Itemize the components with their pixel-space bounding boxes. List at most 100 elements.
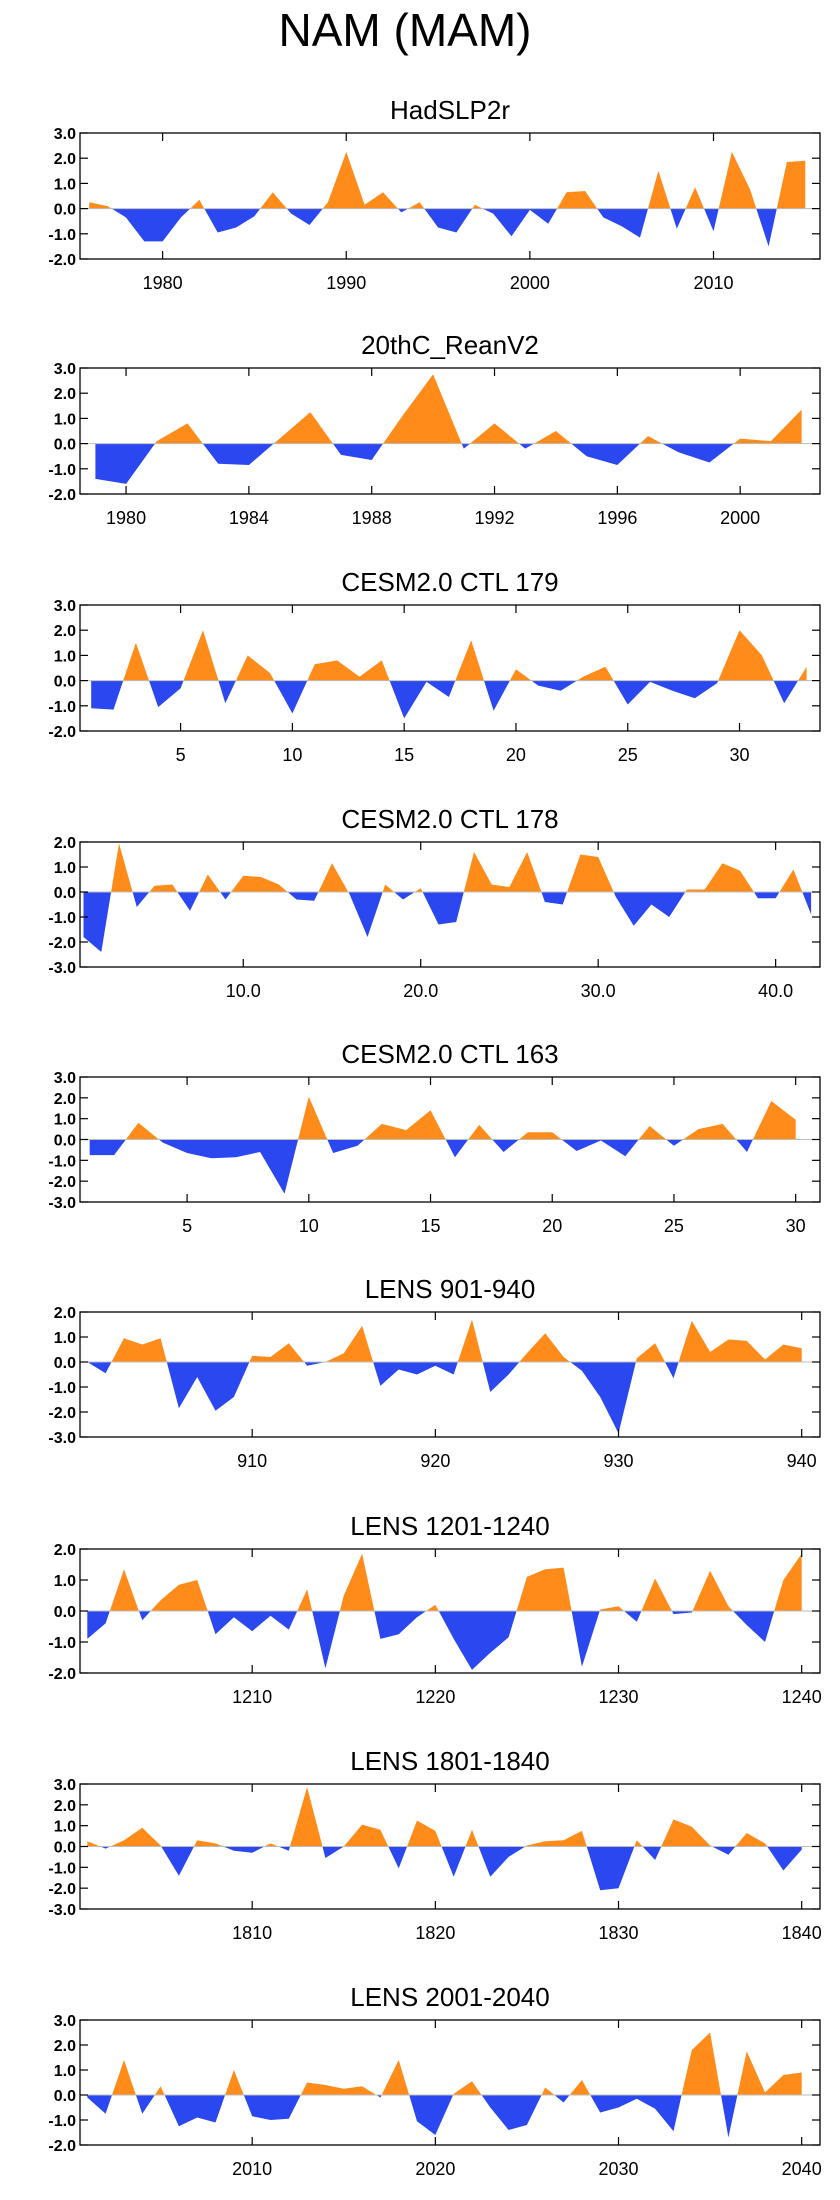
positive-area	[798, 666, 807, 681]
negative-area	[767, 1846, 802, 1871]
negative-area	[733, 1611, 775, 1642]
y-tick-label: -2.0	[48, 724, 76, 741]
x-tick-label: 1996	[597, 508, 637, 528]
negative-area	[394, 892, 415, 900]
negative-area	[802, 892, 812, 915]
negative-area	[332, 443, 384, 460]
negative-area	[100, 1846, 111, 1849]
x-tick-label: 1988	[352, 508, 392, 528]
positive-area	[779, 869, 803, 892]
x-tick-label: 930	[603, 1451, 633, 1471]
chart-panels: HadSLP2r 3.0 2.0 1.0 0.0 -1.0 -2.0 1980 1990 2000…	[48, 95, 821, 2179]
positive-area	[408, 202, 425, 209]
positive-area	[339, 1553, 375, 1611]
x-tick-label: 1210	[232, 1687, 272, 1707]
y-tick-label: -2.0	[48, 935, 76, 952]
positive-area	[718, 151, 757, 209]
positive-area	[681, 2032, 721, 2095]
chart-panel: 20thC_ReanV2 3.0 2.0 1.0 0.0 -1.0 -2.0 1980 1984…	[48, 330, 821, 528]
positive-area	[576, 666, 614, 681]
negative-area	[422, 892, 464, 925]
negative-area	[373, 1362, 458, 1386]
positive-area	[231, 875, 288, 892]
negative-area	[773, 680, 799, 704]
x-tick-label: 30	[730, 745, 750, 765]
negative-area	[278, 1846, 290, 1851]
negative-area	[87, 1362, 112, 1374]
y-tick-label: 2.0	[54, 1542, 76, 1559]
x-tick-label: 940	[787, 1451, 817, 1471]
positive-area	[470, 423, 520, 444]
negative-area	[89, 1139, 126, 1156]
y-tick-label: 3.0	[54, 2013, 76, 2030]
plot-frame	[79, 1076, 821, 1203]
positive-area	[634, 1840, 643, 1847]
positive-area	[414, 888, 423, 892]
negative-area	[207, 1611, 298, 1635]
positive-area	[149, 884, 178, 892]
positive-area	[648, 170, 671, 209]
positive-area	[325, 1325, 374, 1362]
negative-area	[438, 1611, 517, 1670]
chart-panel: LENS 2001-2040 3.0 2.0 1.0 0.0 -1.0 -2.0 2010 20…	[48, 1982, 821, 2179]
y-tick-label: -1.0	[48, 1860, 76, 1877]
y-tick-label: -3.0	[48, 960, 76, 977]
positive-area	[111, 1338, 167, 1362]
positive-area	[541, 2087, 555, 2095]
negative-area	[642, 1846, 662, 1860]
positive-area	[640, 436, 663, 444]
negative-area	[519, 443, 534, 449]
positive-area	[183, 630, 219, 681]
positive-area	[692, 1570, 733, 1611]
positive-area	[641, 1578, 672, 1611]
x-tick-label: 25	[618, 745, 638, 765]
y-tick-label: -1.0	[48, 227, 76, 244]
positive-area	[519, 1333, 571, 1362]
x-tick-label: 30.0	[581, 981, 616, 1001]
negative-area	[220, 892, 232, 900]
negative-area	[95, 443, 155, 484]
panel-title: HadSLP2r	[390, 95, 510, 125]
chart-panel: HadSLP2r 3.0 2.0 1.0 0.0 -1.0 -2.0 1980 1990 2000…	[48, 95, 821, 293]
positive-area	[235, 655, 275, 681]
x-tick-label: 1980	[143, 273, 183, 293]
negative-area	[561, 1139, 639, 1157]
negative-area	[613, 680, 719, 705]
negative-area	[666, 1139, 684, 1146]
negative-area	[327, 1139, 365, 1153]
negative-area	[322, 1846, 344, 1858]
y-tick-label: 0.0	[54, 1840, 76, 1857]
x-tick-label: 910	[237, 1451, 267, 1471]
positive-area	[567, 854, 614, 892]
negative-area	[613, 892, 686, 926]
negative-area	[670, 208, 686, 229]
x-tick-label: 2000	[510, 273, 550, 293]
x-tick-label: 25	[664, 1216, 684, 1236]
negative-area	[111, 208, 191, 242]
positive-area	[264, 1843, 279, 1847]
negative-area	[218, 680, 236, 704]
x-tick-label: 10.0	[226, 981, 261, 1001]
positive-area	[426, 1604, 439, 1611]
negative-area	[484, 680, 510, 711]
positive-area	[318, 863, 349, 892]
y-tick-label: 0.0	[54, 437, 76, 454]
negative-area	[397, 208, 409, 213]
negative-area	[712, 1846, 736, 1855]
negative-area	[138, 1611, 151, 1621]
y-tick-label: 3.0	[54, 361, 76, 378]
figure-title: NAM (MAM)	[279, 4, 532, 56]
y-tick-label: 2.0	[54, 151, 76, 168]
positive-area	[111, 843, 133, 892]
chart-panel: LENS 901-940 2.0 1.0 0.0 -1.0 -2.0 -3.0 910 920 9…	[48, 1274, 821, 1471]
positive-area	[776, 160, 806, 209]
x-tick-label: 5	[176, 745, 186, 765]
positive-area	[123, 642, 149, 681]
panel-title: CESM2.0 CTL 163	[341, 1039, 558, 1069]
positive-area	[194, 1840, 224, 1847]
positive-area	[381, 2060, 410, 2095]
positive-area	[685, 863, 754, 892]
x-tick-label: 10	[282, 745, 302, 765]
negative-area	[424, 208, 473, 233]
